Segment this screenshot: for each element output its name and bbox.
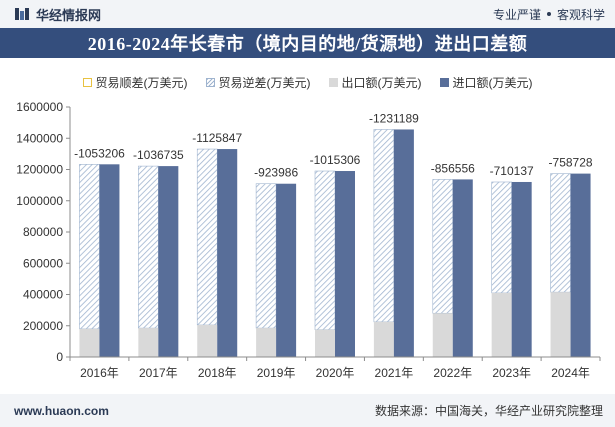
balance-data-label: -1053206 (74, 146, 125, 160)
balance-data-label: -1231189 (369, 111, 419, 125)
export-bar (491, 292, 512, 357)
y-axis: 0 200000 400000 600000 800000 1000000 1200000 1… (16, 100, 71, 364)
import-bar (217, 149, 238, 357)
legend-item-surplus: 贸易顺差(万美元) (82, 74, 188, 91)
y-tick-label: 600000 (23, 256, 63, 270)
legend-swatch-import (439, 77, 449, 87)
balance-data-label: -856556 (431, 161, 475, 175)
deficit-bar (196, 148, 218, 326)
deficit-bar (373, 129, 395, 323)
import-bar (335, 171, 355, 357)
chart-title: 2016-2024年长春市（境内目的地/货源地）进出口差额 (0, 28, 615, 58)
balance-data-label: -923986 (254, 166, 298, 180)
x-tick-label: 2024年 (551, 366, 590, 380)
import-bar (393, 129, 414, 357)
import-bar (158, 166, 179, 357)
x-tick-label: 2017年 (139, 366, 178, 380)
balance-data-label: -758728 (549, 156, 593, 170)
deficit-bar (314, 170, 336, 330)
x-tick-label: 2023年 (492, 366, 531, 380)
huajing-logo-icon (15, 8, 29, 20)
bar-chart: 0 200000 400000 600000 800000 1000000 1200000 1… (16, 100, 601, 380)
x-axis: 2016年 2017年 2018年 2019年 2020年 2021年 2022年 2023年… (69, 356, 601, 380)
footer-source: 数据来源：中国海关，华经产业研究院整理 (374, 404, 603, 418)
import-bar (276, 183, 297, 357)
legend-swatch-export (328, 77, 338, 87)
legend-label-deficit: 贸易逆差(万美元) (218, 75, 311, 90)
legend-item-deficit: 贸易逆差(万美元) (205, 74, 311, 91)
export-bar (432, 313, 453, 357)
y-tick-label: 800000 (23, 225, 63, 239)
brand-name: 华经情报网 (36, 7, 102, 23)
x-tick-label: 2022年 (433, 366, 472, 380)
import-bar (511, 181, 532, 357)
export-bar (315, 329, 335, 357)
export-bar (138, 328, 159, 357)
balance-data-label: -1125847 (192, 131, 242, 145)
y-tick-label: 1400000 (16, 131, 63, 145)
legend-item-export: 出口额(万美元) (328, 74, 422, 91)
import-bar (570, 173, 591, 357)
bars-group: -1053206 -1036735 -1125847 -923986 -1015306 -… (74, 111, 593, 357)
balance-data-label: -1015306 (310, 153, 361, 167)
legend-label-surplus: 贸易顺差(万美元) (95, 75, 188, 90)
y-tick-label: 200000 (23, 319, 63, 333)
balance-data-label: -1036735 (133, 148, 184, 162)
deficit-bar (550, 173, 571, 293)
tagline-right: 客观科学 (556, 7, 605, 22)
export-bar (256, 328, 277, 357)
deficit-bar (255, 183, 277, 329)
top-bar: 华经情报网 专业严谨 客观科学 (0, 0, 615, 28)
export-bar (550, 292, 571, 357)
import-bar (452, 179, 473, 357)
export-bar (79, 328, 100, 357)
import-bar (99, 164, 120, 357)
y-tick-label: 1200000 (16, 163, 63, 177)
footer-website: www.huaon.com (14, 403, 109, 418)
x-tick-label: 2021年 (375, 366, 414, 380)
legend-label-import: 进口额(万美元) (452, 75, 533, 90)
y-tick-label: 1000000 (16, 194, 63, 208)
legend-swatch-surplus (82, 77, 92, 87)
export-bar (373, 321, 394, 357)
legend-label-export: 出口额(万美元) (341, 75, 422, 90)
tagline-left: 专业严谨 (492, 7, 541, 22)
export-bar (197, 324, 218, 357)
footer: www.huaon.com 数据来源：中国海关，华经产业研究院整理 (0, 394, 615, 427)
tagline-dot-icon (546, 12, 551, 16)
y-tick-label: 1600000 (16, 100, 63, 114)
tagline: 专业严谨 客观科学 (493, 6, 605, 23)
deficit-bar (432, 179, 454, 314)
x-tick-label: 2018年 (198, 366, 237, 380)
chart-legend: 贸易顺差(万美元) 贸易逆差(万美元) 出口额(万美元) 进口额(万美元) (0, 72, 615, 92)
x-tick-label: 2020年 (316, 366, 355, 380)
deficit-bar (138, 165, 159, 329)
balance-data-label: -710137 (490, 164, 534, 178)
y-tick-label: 0 (56, 350, 63, 364)
deficit-bar (491, 181, 512, 294)
brand: 华经情报网 (14, 5, 101, 24)
legend-item-import: 进口额(万美元) (439, 74, 533, 91)
x-tick-label: 2019年 (257, 366, 296, 380)
legend-swatch-deficit (205, 77, 215, 87)
x-tick-label: 2016年 (80, 366, 119, 380)
deficit-bar (79, 164, 100, 330)
y-tick-label: 400000 (23, 288, 63, 302)
